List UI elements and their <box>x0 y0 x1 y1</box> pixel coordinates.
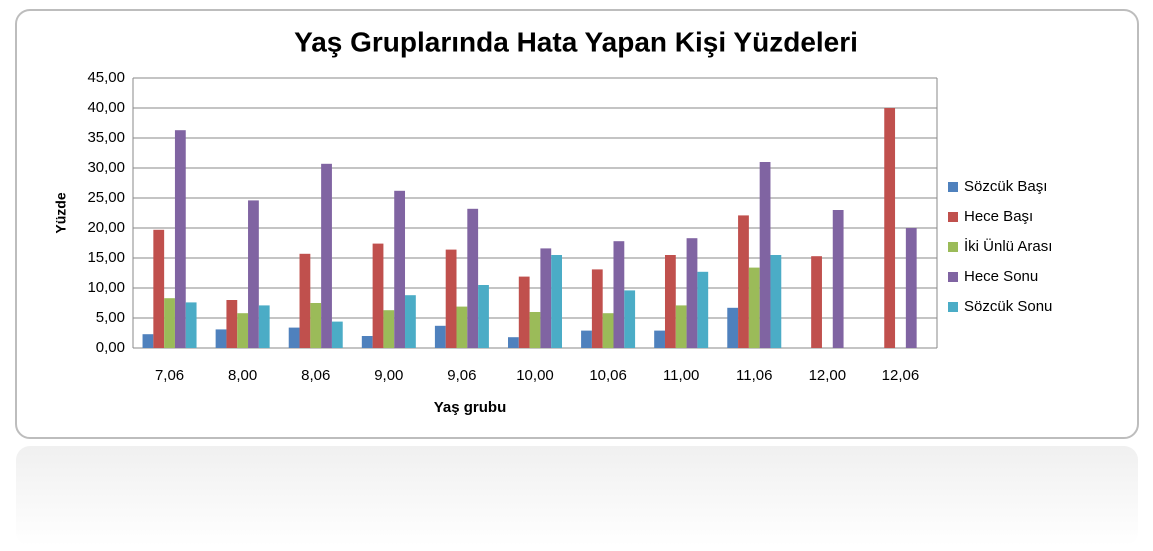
bar <box>288 327 300 348</box>
y-tick-label: 35,00 <box>87 129 125 146</box>
bar <box>529 312 541 348</box>
bar <box>738 215 749 348</box>
bar <box>405 295 416 348</box>
bar <box>258 305 270 348</box>
legend-swatch <box>948 272 958 282</box>
bar <box>613 241 625 348</box>
y-axis-label: Yüzde <box>53 192 69 233</box>
legend-label: Hece Başı <box>964 208 1033 225</box>
legend-label: Hece Sonu <box>964 268 1038 285</box>
bar <box>383 310 395 348</box>
bar <box>248 200 259 348</box>
y-tick-label: 40,00 <box>87 99 125 116</box>
y-tick-label: 45,00 <box>87 69 125 86</box>
bar <box>905 228 917 348</box>
y-tick-label: 20,00 <box>87 219 125 236</box>
y-tick-label: 5,00 <box>96 309 125 326</box>
bar <box>467 208 479 348</box>
bar <box>310 303 322 348</box>
chart-title: Yaş Gruplarında Hata Yapan Kişi Yüzdeler… <box>294 26 858 57</box>
bar <box>624 290 636 348</box>
bar <box>321 163 332 348</box>
bar <box>445 249 457 348</box>
x-tick-label: 7,06 <box>155 367 184 384</box>
y-tick-label: 25,00 <box>87 189 125 206</box>
bar <box>299 253 311 348</box>
bar <box>811 256 822 348</box>
bar <box>226 300 238 348</box>
bar <box>237 313 249 348</box>
bar <box>697 271 709 348</box>
bar <box>675 305 687 348</box>
bar <box>153 229 165 348</box>
bar <box>456 306 468 348</box>
bar <box>686 238 698 348</box>
legend-swatch <box>948 182 958 192</box>
x-tick-label: 10,00 <box>516 367 554 384</box>
bar <box>591 269 603 348</box>
bar <box>361 336 373 348</box>
legend-swatch <box>948 212 958 222</box>
bar <box>434 325 446 348</box>
y-tick-label: 10,00 <box>87 279 125 296</box>
legend-swatch <box>948 302 958 312</box>
legend-label: İki Ünlü Arası <box>964 237 1052 255</box>
bar <box>518 276 530 348</box>
bar <box>884 108 896 348</box>
bar <box>664 255 676 348</box>
legend-swatch <box>948 242 958 252</box>
bar <box>372 243 384 348</box>
bar <box>770 255 782 348</box>
bar <box>394 190 406 348</box>
bar <box>581 330 592 348</box>
x-tick-label: 8,00 <box>228 367 257 384</box>
bar <box>540 248 552 348</box>
bar <box>508 337 519 348</box>
bar <box>478 285 489 348</box>
x-tick-label: 12,06 <box>882 367 920 384</box>
x-axis-label: Yaş grubu <box>434 399 507 416</box>
bar <box>142 334 154 348</box>
x-tick-label: 9,06 <box>447 367 476 384</box>
bar <box>654 330 665 348</box>
y-tick-label: 30,00 <box>87 159 125 176</box>
legend-label: Sözcük Başı <box>964 178 1047 195</box>
y-tick-label: 0,00 <box>96 339 125 356</box>
reflection <box>16 446 1138 546</box>
x-tick-label: 11,06 <box>736 367 772 384</box>
bar <box>331 321 343 348</box>
x-tick-label: 10,06 <box>589 367 627 384</box>
x-tick-label: 11,00 <box>663 367 699 384</box>
bar <box>602 313 614 348</box>
x-tick-label: 12,00 <box>809 367 847 384</box>
bar <box>727 307 739 348</box>
y-tick-label: 15,00 <box>87 249 125 266</box>
x-tick-label: 9,00 <box>374 367 403 384</box>
bar <box>759 162 771 348</box>
x-tick-label: 8,06 <box>301 367 330 384</box>
bar <box>748 267 760 348</box>
bar <box>164 298 175 348</box>
bar <box>551 255 562 348</box>
legend-label: Sözcük Sonu <box>964 298 1052 315</box>
bar <box>215 329 227 348</box>
bar <box>174 130 186 348</box>
bar <box>832 210 844 348</box>
bar <box>185 302 197 348</box>
